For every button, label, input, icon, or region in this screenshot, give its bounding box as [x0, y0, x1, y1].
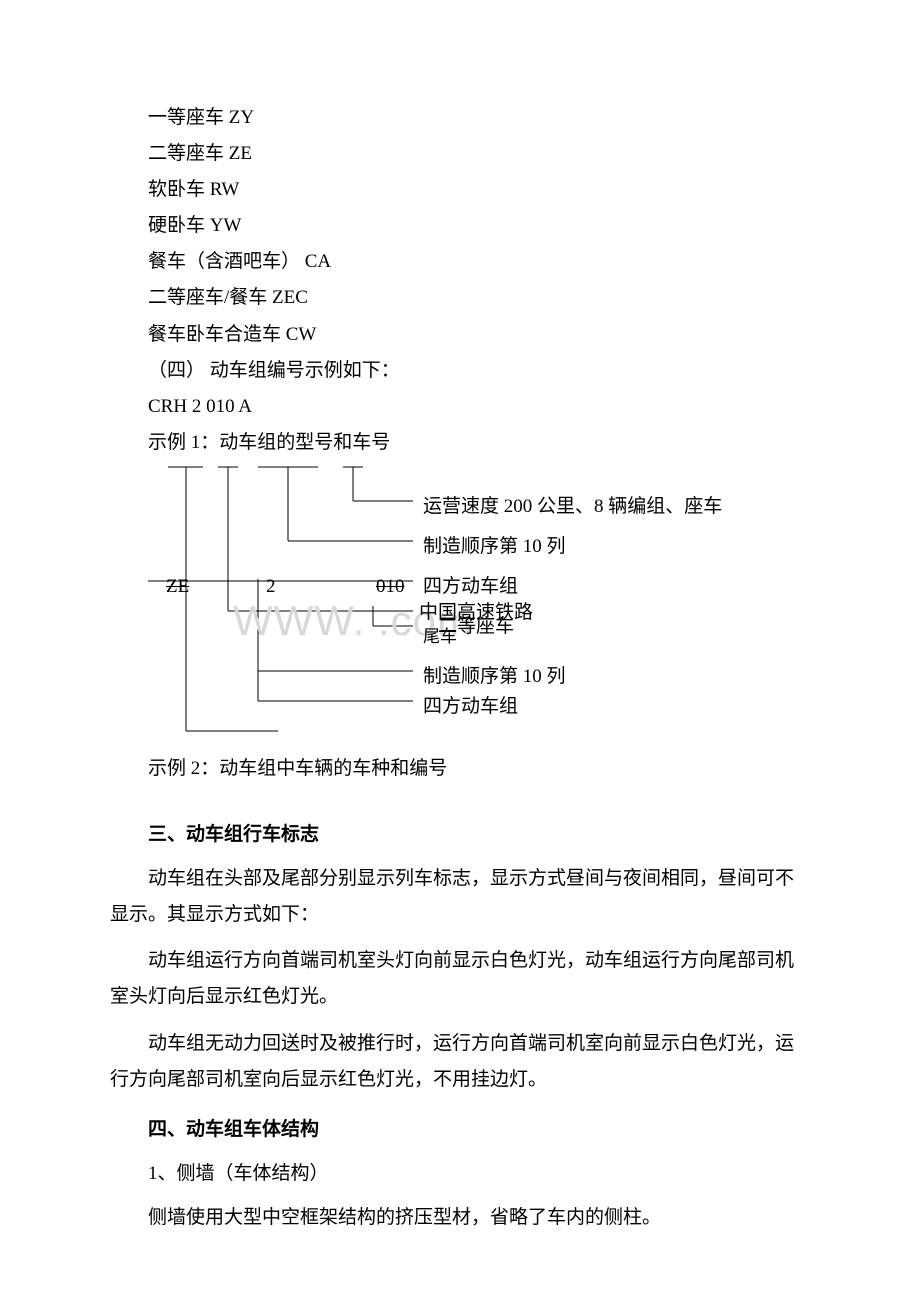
car-type-ca: 餐车（含酒吧车） CA [110, 244, 810, 280]
car-type-rw: 软卧车 RW [110, 172, 810, 208]
car-type-yw: 硬卧车 YW [110, 208, 810, 244]
car-type-zec: 二等座车/餐车 ZEC [110, 280, 810, 316]
diagram-label-tail: 尾车 [423, 621, 457, 653]
section-4b-p1: 1、侧墙（车体结构） [110, 1156, 810, 1192]
section-4b-p2: 侧墙使用大型中空框架结构的挤压型材，省略了车内的侧柱。 [110, 1200, 810, 1236]
section-3-p3: 动车组无动力回送时及被推行时，运行方向首端司机室向前显示白色灯光，运行方向尾部司… [110, 1026, 810, 1098]
numbering-diagram: WWW. .com 运营速度 200 公里、8 辆编组、座车 制造顺序第 10 … [148, 461, 810, 751]
section-4b-heading: 四、动车组车体结构 [110, 1112, 810, 1148]
diagram-text-2: 2 [266, 569, 276, 605]
example-1-intro: 示例 1：动车组的型号和车号 [110, 425, 810, 461]
example-code: CRH 2 010 A [110, 389, 810, 425]
car-type-zy: 一等座车 ZY [110, 100, 810, 136]
section-3-heading: 三、动车组行车标志 [110, 817, 810, 853]
section-3-p2: 动车组运行方向首端司机室头灯向前显示白色灯光，动车组运行方向尾部司机室头灯向后显… [110, 943, 810, 1015]
document-page: 一等座车 ZY 二等座车 ZE 软卧车 RW 硬卧车 YW 餐车（含酒吧车） C… [0, 0, 920, 1304]
diagram-label-speed: 运营速度 200 公里、8 辆编组、座车 [423, 489, 722, 525]
car-type-cw: 餐车卧车合造车 CW [110, 317, 810, 353]
diagram-label-sifang-2: 四方动车组 [423, 689, 518, 725]
section-3-p1: 动车组在头部及尾部分别显示列车标志，显示方式昼间与夜间相同，昼间可不显示。其显示… [110, 861, 810, 933]
diagram-label-order-1: 制造顺序第 10 列 [423, 529, 566, 565]
example-2-intro: 示例 2：动车组中车辆的车种和编号 [110, 751, 810, 787]
car-type-ze: 二等座车 ZE [110, 136, 810, 172]
diagram-text-010: 010 [376, 569, 405, 605]
diagram-text-ze: ZE [166, 569, 189, 605]
section-4-title: （四） 动车组编号示例如下： [110, 353, 810, 389]
